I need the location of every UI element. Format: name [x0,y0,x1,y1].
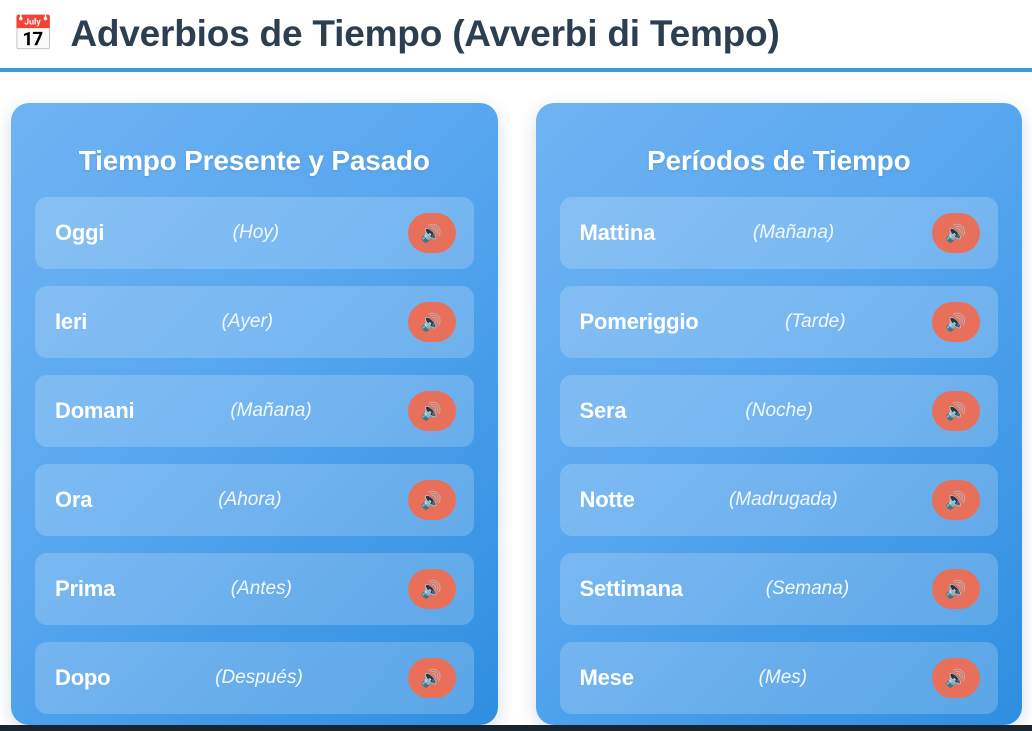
word-italian: Dopo [55,665,111,690]
word-row[interactable]: Settimana (Semana) 🔊 [559,553,998,625]
speaker-button[interactable]: 🔊 [932,391,980,431]
word-spanish: (Después) [215,667,303,688]
word-row[interactable]: Dopo (Después) 🔊 [35,642,474,714]
word-italian: Oggi [55,220,105,245]
speaker-icon: 🔊 [945,223,967,243]
speaker-icon: 🔊 [945,490,967,510]
speaker-icon: 🔊 [945,579,967,599]
word-italian: Ora [55,487,93,512]
speaker-icon: 🔊 [945,668,967,688]
word-italian: Settimana [579,576,684,601]
word-spanish: (Semana) [765,578,850,599]
word-spanish: (Ayer) [221,311,274,332]
speaker-button[interactable]: 🔊 [932,302,980,342]
word-spanish: (Tarde) [784,311,846,332]
word-list: Mattina (Mañana) 🔊 Pomeriggio (Tarde) 🔊 … [559,197,998,714]
word-italian: Sera [579,398,627,423]
word-row[interactable]: Mese (Mes) 🔊 [559,642,998,714]
speaker-button[interactable]: 🔊 [407,569,456,609]
word-list: Oggi (Hoy) 🔊 Ieri (Ayer) 🔊 Domani (Mañan… [35,197,474,714]
speaker-icon: 🔊 [420,579,443,599]
word-spanish: (Hoy) [232,222,280,243]
card-title: Períodos de Tiempo [647,145,911,176]
word-spanish: (Ahora) [218,489,282,510]
speaker-icon: 🔊 [420,312,443,332]
word-spanish: (Antes) [230,578,292,599]
category-card-present-past: Tiempo Presente y Pasado Oggi (Hoy) 🔊 Ie… [11,103,498,725]
word-spanish: (Mes) [758,667,808,688]
bottom-chrome-strip [0,725,1032,731]
category-columns: Tiempo Presente y Pasado Oggi (Hoy) 🔊 Ie… [11,103,1022,728]
page-header: 📅 Adverbios de Tiempo (Avverbi di Tempo) [0,0,1032,72]
speaker-button[interactable]: 🔊 [932,569,980,609]
word-row[interactable]: Sera (Noche) 🔊 [559,375,998,447]
speaker-icon: 🔊 [420,401,443,421]
speaker-icon: 🔊 [420,668,443,688]
speaker-button[interactable]: 🔊 [932,480,980,520]
card-title: Tiempo Presente y Pasado [78,145,430,176]
speaker-icon: 🔊 [420,490,443,510]
speaker-button[interactable]: 🔊 [407,302,456,342]
word-italian: Prima [55,576,116,601]
word-spanish: (Mañana) [230,400,312,421]
word-spanish: (Madrugada) [728,489,838,510]
word-italian: Mattina [579,220,656,245]
word-spanish: (Mañana) [752,222,835,243]
speaker-button[interactable]: 🔊 [407,658,456,698]
word-row[interactable]: Pomeriggio (Tarde) 🔊 [559,286,998,358]
word-row[interactable]: Oggi (Hoy) 🔊 [35,197,474,269]
speaker-icon: 🔊 [945,312,967,332]
word-italian: Ieri [55,309,88,334]
speaker-button[interactable]: 🔊 [932,213,980,253]
calendar-icon: 📅 [12,15,55,53]
word-italian: Notte [579,487,635,512]
word-row[interactable]: Domani (Mañana) 🔊 [35,375,474,447]
word-italian: Mese [579,665,634,690]
word-italian: Domani [55,398,135,423]
category-card-time-periods: Períodos de Tiempo Mattina (Mañana) 🔊 Po… [535,103,1022,725]
speaker-icon: 🔊 [420,223,443,243]
word-row[interactable]: Ieri (Ayer) 🔊 [35,286,474,358]
word-row[interactable]: Mattina (Mañana) 🔊 [559,197,998,269]
word-italian: Pomeriggio [579,309,699,334]
word-row[interactable]: Ora (Ahora) 🔊 [35,464,474,536]
speaker-button[interactable]: 🔊 [407,213,456,253]
speaker-button[interactable]: 🔊 [932,658,980,698]
word-spanish: (Noche) [745,400,813,421]
speaker-icon: 🔊 [945,401,967,421]
speaker-button[interactable]: 🔊 [407,480,456,520]
word-row[interactable]: Prima (Antes) 🔊 [35,553,474,625]
word-row[interactable]: Notte (Madrugada) 🔊 [559,464,998,536]
page-title: Adverbios de Tiempo (Avverbi di Tempo) [70,12,780,54]
speaker-button[interactable]: 🔊 [407,391,456,431]
